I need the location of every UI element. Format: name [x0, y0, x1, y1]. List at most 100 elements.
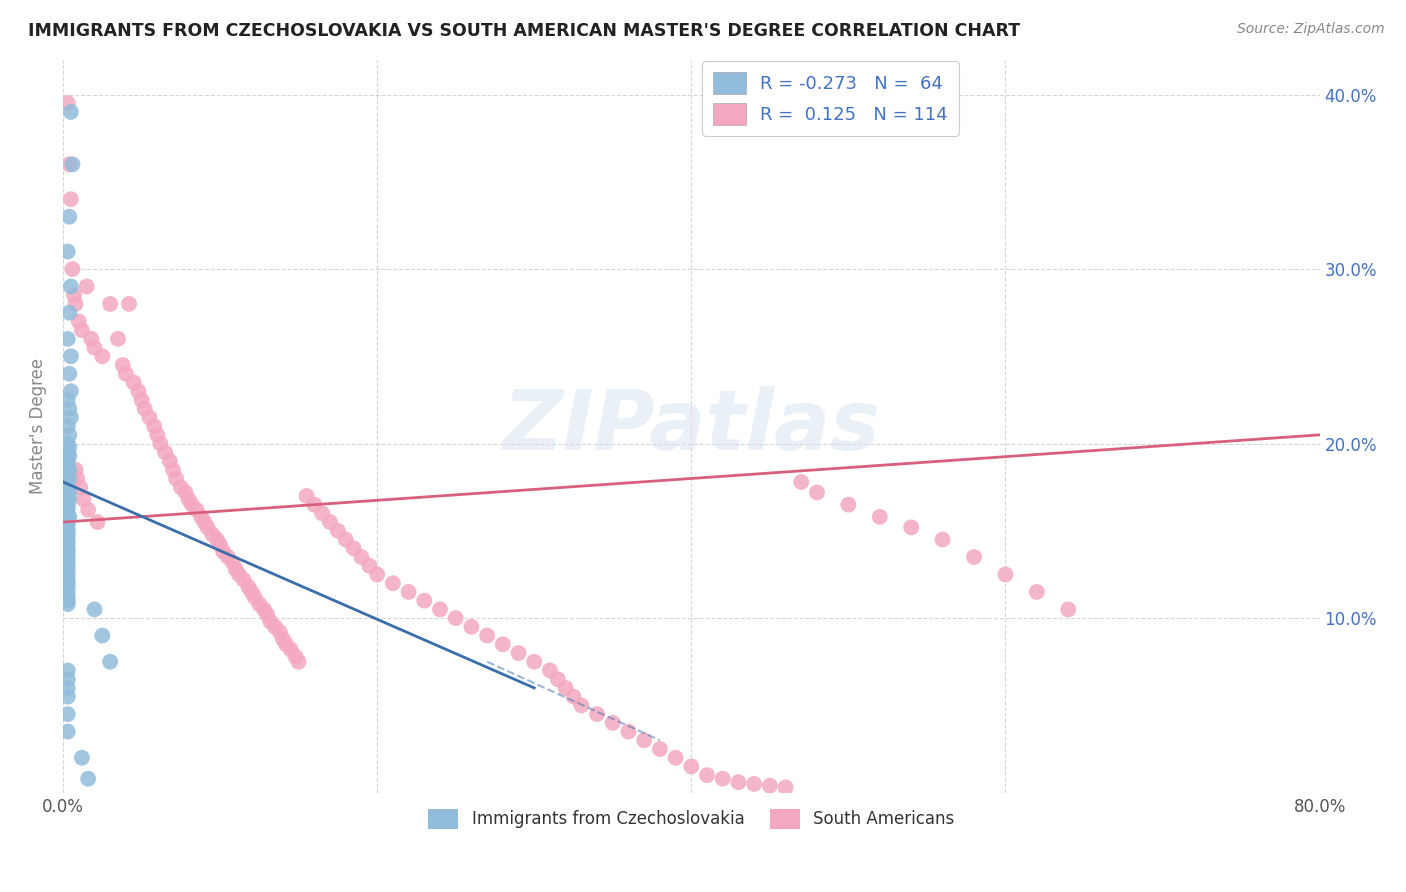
Point: [77, 772, 100, 786]
Point: [304, 498, 326, 512]
Point: [62, 157, 84, 171]
Point: [56, 549, 79, 564]
Point: [118, 297, 141, 311]
Point: [243, 590, 266, 604]
Text: IMMIGRANTS FROM CZECHOSLOVAKIA VS SOUTH AMERICAN MASTER'S DEGREE CORRELATION CHA: IMMIGRANTS FROM CZECHOSLOVAKIA VS SOUTH …: [28, 22, 1021, 40]
Point: [56, 507, 79, 521]
Point: [174, 485, 197, 500]
Point: [58, 449, 80, 463]
Point: [56, 580, 79, 594]
Point: [994, 567, 1017, 582]
Point: [65, 297, 87, 311]
Point: [602, 715, 624, 730]
Point: [56, 567, 79, 582]
Point: [58, 157, 80, 171]
Point: [460, 620, 482, 634]
Point: [76, 279, 98, 293]
Point: [56, 498, 79, 512]
Point: [58, 306, 80, 320]
Legend: Immigrants from Czechoslovakia, South Americans: Immigrants from Czechoslovakia, South Am…: [422, 802, 960, 836]
Point: [869, 509, 891, 524]
Point: [59, 105, 82, 120]
Point: [56, 501, 79, 516]
Point: [197, 520, 219, 534]
Point: [56, 533, 79, 547]
Point: [180, 498, 202, 512]
Point: [259, 615, 281, 629]
Point: [280, 642, 302, 657]
Point: [91, 629, 114, 643]
Point: [633, 733, 655, 747]
Point: [696, 768, 718, 782]
Point: [186, 503, 208, 517]
Point: [56, 515, 79, 529]
Point: [711, 772, 734, 786]
Point: [56, 553, 79, 567]
Point: [648, 742, 671, 756]
Point: [56, 590, 79, 604]
Point: [900, 520, 922, 534]
Point: [56, 489, 79, 503]
Point: [70, 323, 93, 337]
Point: [547, 672, 569, 686]
Point: [58, 471, 80, 485]
Point: [429, 602, 451, 616]
Point: [256, 607, 278, 622]
Point: [586, 707, 609, 722]
Point: [86, 515, 108, 529]
Point: [225, 562, 247, 576]
Point: [56, 454, 79, 468]
Point: [177, 492, 200, 507]
Point: [56, 573, 79, 587]
Point: [59, 410, 82, 425]
Text: ZIPatlas: ZIPatlas: [502, 385, 880, 467]
Point: [149, 436, 172, 450]
Point: [775, 780, 797, 795]
Point: [837, 498, 859, 512]
Point: [335, 533, 357, 547]
Point: [56, 558, 79, 573]
Point: [350, 549, 373, 564]
Point: [56, 562, 79, 576]
Point: [398, 585, 420, 599]
Point: [56, 541, 79, 556]
Point: [554, 681, 576, 695]
Point: [111, 358, 134, 372]
Point: [80, 332, 103, 346]
Point: [83, 602, 105, 616]
Point: [742, 777, 765, 791]
Point: [56, 597, 79, 611]
Point: [63, 288, 86, 302]
Point: [162, 463, 184, 477]
Point: [98, 655, 121, 669]
Point: [58, 463, 80, 477]
Point: [366, 567, 388, 582]
Point: [569, 698, 592, 713]
Point: [523, 655, 546, 669]
Point: [232, 573, 254, 587]
Point: [253, 602, 276, 616]
Point: [56, 724, 79, 739]
Point: [727, 775, 749, 789]
Point: [56, 585, 79, 599]
Point: [319, 515, 342, 529]
Point: [58, 401, 80, 416]
Point: [264, 620, 287, 634]
Point: [91, 349, 114, 363]
Point: [56, 458, 79, 472]
Point: [56, 467, 79, 481]
Point: [59, 384, 82, 399]
Point: [274, 637, 297, 651]
Point: [56, 576, 79, 591]
Point: [170, 480, 193, 494]
Point: [56, 96, 79, 111]
Point: [806, 485, 828, 500]
Point: [134, 401, 156, 416]
Text: Source: ZipAtlas.com: Source: ZipAtlas.com: [1237, 22, 1385, 37]
Point: [228, 567, 250, 582]
Point: [56, 664, 79, 678]
Point: [70, 750, 93, 764]
Point: [56, 690, 79, 704]
Point: [205, 533, 228, 547]
Point: [143, 419, 166, 434]
